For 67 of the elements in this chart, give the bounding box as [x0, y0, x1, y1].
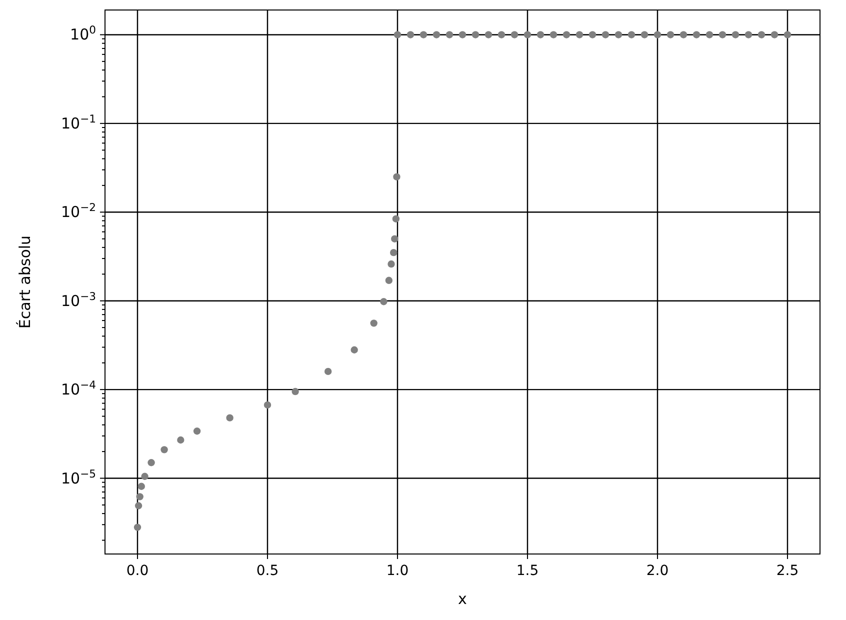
- point: [134, 502, 142, 510]
- point: [446, 31, 454, 38]
- point: [640, 31, 648, 38]
- y-tick-label: 10$^{0}$: [70, 23, 96, 44]
- point: [392, 215, 400, 222]
- point: [141, 472, 148, 480]
- point: [394, 31, 402, 38]
- point: [393, 173, 400, 180]
- point: [148, 459, 155, 466]
- point: [324, 368, 332, 376]
- y-tick-label: 10$^{−4}$: [60, 378, 96, 399]
- x-tick-label: 2.5: [776, 563, 799, 579]
- point: [536, 31, 544, 38]
- point: [350, 346, 358, 354]
- point: [562, 31, 570, 38]
- point: [614, 31, 622, 38]
- point: [784, 31, 792, 38]
- point: [654, 31, 662, 38]
- y-tick-label: 10$^{−5}$: [60, 466, 96, 488]
- point: [770, 31, 778, 38]
- point: [744, 31, 752, 38]
- point: [498, 31, 506, 38]
- point: [666, 31, 674, 38]
- y-axis-title: Écart absolu: [16, 235, 34, 329]
- point: [420, 31, 428, 38]
- point: [390, 248, 398, 256]
- point: [193, 428, 201, 435]
- point: [391, 235, 398, 242]
- x-tick-label: 0.5: [256, 563, 279, 579]
- x-axis-title: x: [458, 590, 468, 608]
- point: [680, 31, 688, 38]
- point: [576, 31, 584, 38]
- point: [134, 524, 142, 531]
- point: [370, 320, 378, 327]
- point: [264, 401, 272, 409]
- point: [718, 31, 726, 38]
- point: [432, 31, 440, 38]
- point: [706, 31, 714, 38]
- point: [484, 31, 492, 38]
- point: [177, 436, 184, 444]
- x-tick-label: 1.5: [516, 563, 539, 579]
- point: [588, 31, 596, 38]
- point: [406, 31, 414, 38]
- point: [628, 31, 636, 38]
- y-tick-label: 10$^{−1}$: [60, 112, 96, 132]
- y-tick-label: 10$^{−3}$: [60, 289, 96, 310]
- x-tick-label: 2.0: [646, 563, 669, 579]
- point: [550, 31, 558, 38]
- point: [136, 493, 144, 500]
- point: [732, 31, 740, 38]
- point: [510, 31, 518, 38]
- point: [292, 388, 299, 396]
- point: [692, 31, 700, 38]
- point: [472, 31, 480, 38]
- point: [458, 31, 466, 38]
- point: [388, 260, 395, 268]
- point: [160, 446, 168, 454]
- x-tick-label: 1.0: [386, 563, 409, 579]
- x-tick-label: 0.0: [126, 563, 149, 579]
- point: [226, 414, 234, 422]
- point: [385, 276, 393, 284]
- point: [602, 31, 610, 38]
- point: [758, 31, 766, 38]
- y-tick-label: 10$^{−2}$: [60, 200, 96, 222]
- point: [524, 31, 532, 38]
- point: [138, 482, 145, 490]
- point: [380, 298, 388, 306]
